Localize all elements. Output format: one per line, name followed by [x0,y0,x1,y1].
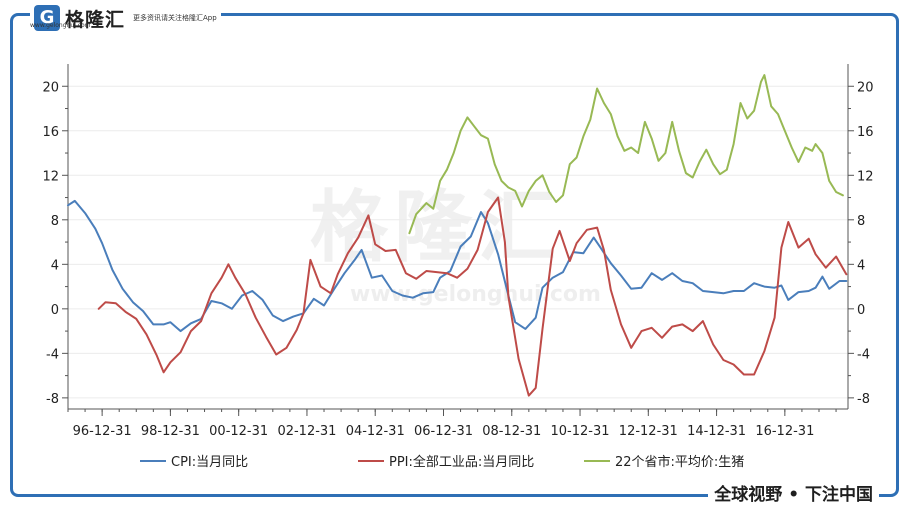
x-tick-label: 12-12-31 [619,424,678,439]
x-tick-label: 00-12-31 [209,424,268,439]
x-tick-label: 96-12-31 [73,424,132,439]
series-lines [67,74,848,397]
y-tick-label-left: 4 [51,258,59,273]
y-tick-label-right: 4 [857,258,865,273]
y-tick-label-left: -8 [46,392,59,407]
x-tick-label: 98-12-31 [141,424,200,439]
series-line [97,196,848,397]
series-line [408,74,844,235]
x-tick-label: 06-12-31 [414,424,473,439]
y-tick-label-left: 20 [42,80,59,95]
footer-tagline: 全球视野 • 下注中国 [708,483,879,507]
logo-mark-icon: G [34,5,60,31]
x-tick-label: 04-12-31 [346,424,405,439]
y-tick-label-right: -8 [857,392,870,407]
y-tick-label-right: 12 [857,169,874,184]
logo-url: www.gelonghui.com [30,22,91,29]
y-tick-label-left: 16 [42,125,59,140]
legend: CPI:当月同比 PPI:全部工业品:当月同比 22个省市:平均价:生猪 [140,454,744,470]
y-tick-label-left: 12 [42,169,59,184]
x-tick-label: 08-12-31 [482,424,541,439]
y-tick-label-right: 20 [857,80,874,95]
logo: G 格隆汇 更多资讯请关注格隆汇App [30,3,221,33]
y-tick-label-left: 8 [51,214,59,229]
header-slogan: 更多资讯请关注格隆汇App [133,14,217,22]
axes: -8 -8 -4 -4 0 0 4 4 8 8 12 12 16 16 20 20 96-12-31 98-12-… [42,64,874,439]
watermark-url: www.gelonghui.com [350,282,601,307]
y-tick-label-left: -4 [46,347,59,362]
legend-label: CPI:当月同比 [171,455,248,470]
chart-frame [10,13,899,497]
y-tick-label-right: 8 [857,214,865,229]
logo-text: 格隆汇 [65,8,126,31]
y-tick-label-right: -4 [857,347,870,362]
x-tick-label: 16-12-31 [755,424,814,439]
x-tick-label: 14-12-31 [687,424,746,439]
watermark-text: 格隆汇 [310,183,563,273]
legend-label: 22个省市:平均价:生猪 [615,454,744,470]
y-tick-label-right: 0 [857,303,865,318]
x-tick-label: 10-12-31 [551,424,610,439]
gridlines [68,85,848,399]
series-line [67,199,848,333]
x-tick-label: 02-12-31 [277,424,336,439]
y-tick-label-right: 16 [857,125,874,140]
y-tick-label-left: 0 [51,303,59,318]
legend-label: PPI:全部工业品:当月同比 [389,454,534,470]
